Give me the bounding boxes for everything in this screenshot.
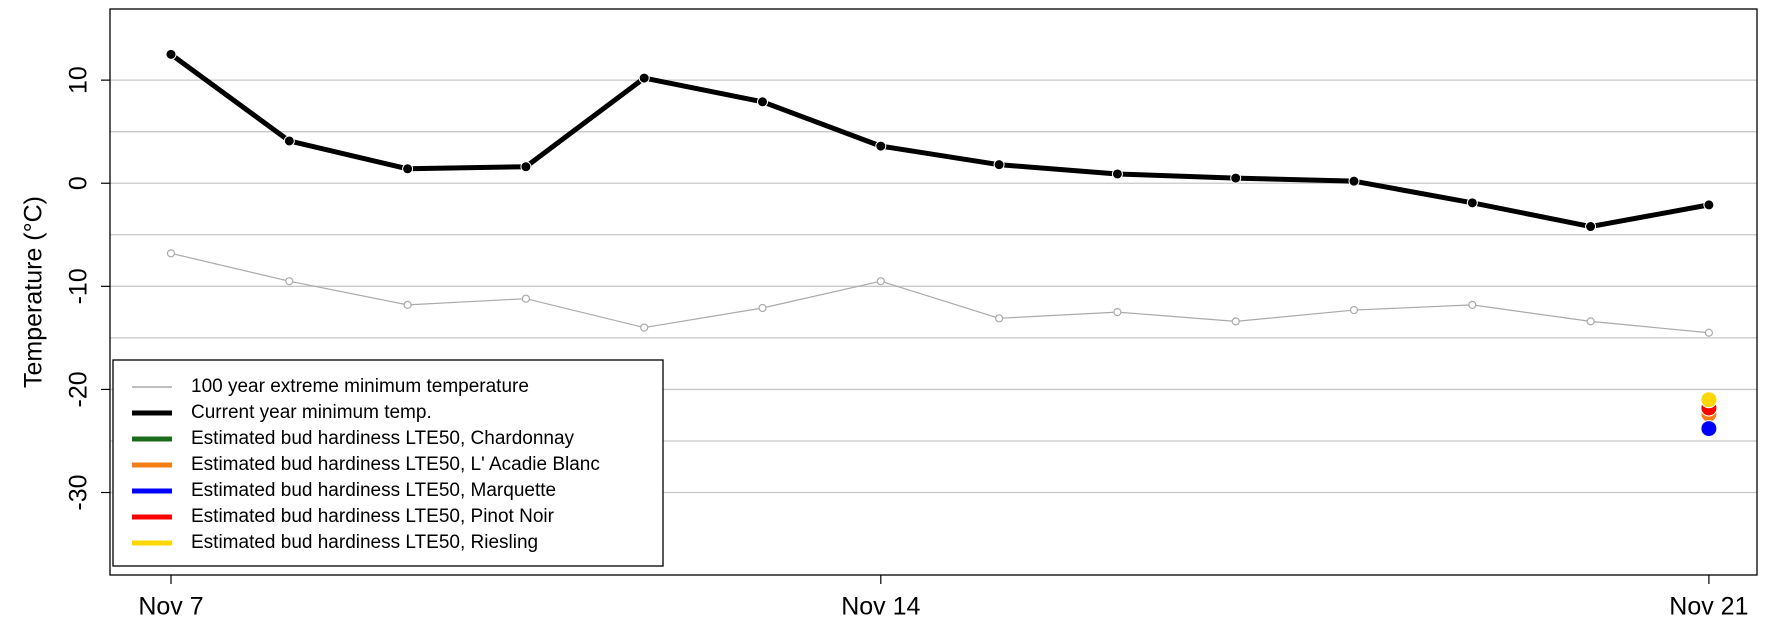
y-tick-label: -20	[65, 371, 93, 407]
plot-frame	[109, 8, 1758, 576]
legend-label: Estimated bud hardiness LTE50, L' Acadie…	[191, 454, 600, 475]
y-axis-label: Temperature (°C)	[20, 196, 48, 388]
legend-label: Estimated bud hardiness LTE50, Pinot Noi…	[191, 506, 555, 527]
data-point	[520, 161, 532, 173]
data-point	[166, 249, 176, 258]
data-point	[638, 72, 650, 84]
y-tick-label: -30	[65, 474, 93, 510]
data-point	[1111, 168, 1123, 180]
data-point	[1700, 420, 1718, 438]
series-line	[169, 52, 1710, 230]
x-tick-label: Nov 7	[138, 593, 203, 621]
data-point	[994, 314, 1004, 323]
legend-label: Estimated bud hardiness LTE50, Marquette	[191, 480, 556, 501]
y-tick-label: -10	[65, 268, 93, 304]
data-point	[640, 323, 649, 332]
data-point	[403, 300, 412, 309]
data-point	[1704, 328, 1714, 337]
series-line	[170, 252, 1709, 334]
data-point	[1703, 199, 1715, 211]
legend-box	[112, 359, 664, 567]
y-tick-label: 0	[65, 176, 93, 190]
data-point	[875, 140, 887, 152]
data-point	[1113, 308, 1122, 317]
data-point	[1468, 300, 1477, 309]
data-point	[1349, 305, 1359, 315]
data-point	[1586, 317, 1595, 326]
x-tick-label: Nov 21	[1669, 593, 1748, 621]
legend-label: Current year minimum temp.	[191, 402, 432, 423]
data-point	[1230, 172, 1242, 184]
data-point	[1466, 197, 1478, 209]
data-point	[1231, 317, 1240, 326]
data-point	[1585, 221, 1597, 233]
data-point	[285, 277, 294, 286]
legend-label: Estimated bud hardiness LTE50, Riesling	[191, 532, 538, 553]
data-point	[993, 159, 1005, 171]
data-point	[876, 277, 885, 286]
data-point	[521, 294, 531, 303]
data-point	[758, 303, 767, 313]
data-point	[1348, 175, 1360, 187]
data-point	[165, 48, 177, 60]
data-point	[757, 96, 768, 108]
legend: 100 year extreme minimum temperature Curr…	[112, 359, 664, 567]
data-point	[1700, 391, 1718, 409]
data-point	[402, 163, 414, 175]
x-tick-label: Nov 14	[841, 593, 920, 621]
legend-label: Estimated bud hardiness LTE50, Chardonna…	[191, 428, 575, 449]
y-tick-label: 10	[65, 66, 93, 94]
data-point	[283, 135, 295, 147]
legend-label: 100 year extreme minimum temperature	[191, 376, 529, 397]
